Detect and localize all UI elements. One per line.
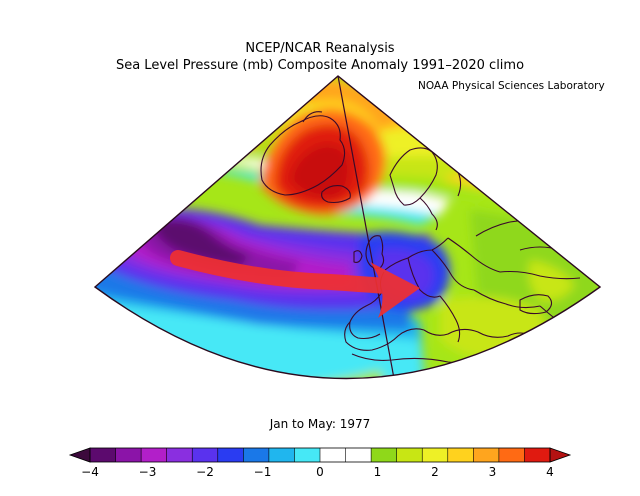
period-label: Jan to May: 1977 — [269, 417, 371, 431]
colorbar-tick-label: −4 — [81, 465, 99, 479]
anomaly-field — [95, 76, 600, 379]
colorbar-ticks: −4 −3 −2 −1 0 1 2 3 4 — [81, 465, 554, 479]
colorbar-high-extension — [549, 447, 572, 463]
map-frame — [93, 75, 602, 380]
credit-label: NOAA Physical Sciences Laboratory — [418, 80, 605, 92]
colorbar-tick-label: 1 — [374, 465, 382, 479]
colorbar: −4 −3 −2 −1 0 1 2 3 4 — [68, 447, 572, 479]
colorbar-tick-label: −1 — [254, 465, 272, 479]
colorbar-cell — [243, 448, 270, 462]
colorbar-tick-label: 2 — [431, 465, 439, 479]
colorbar-cell — [498, 448, 525, 462]
colorbar-tick-label: −3 — [139, 465, 157, 479]
colorbar-cell — [371, 448, 398, 462]
map-subtitle: Sea Level Pressure (mb) Composite Anomal… — [115, 58, 525, 73]
colorbar-cell — [217, 448, 244, 462]
colorbar-cell — [422, 448, 449, 462]
colorbar-low-extension — [68, 447, 91, 463]
colorbar-cell — [294, 448, 321, 462]
colorbar-cell — [447, 448, 474, 462]
colorbar-cell — [345, 448, 372, 462]
colorbar-tick-label: 4 — [546, 465, 554, 479]
colorbar-cell — [192, 448, 219, 462]
colorbar-cell — [396, 448, 423, 462]
colorbar-tick-label: −2 — [196, 465, 214, 479]
colorbar-cell — [115, 448, 142, 462]
colorbar-cell — [166, 448, 193, 462]
map-panel — [93, 75, 602, 380]
meridian-line — [337, 76, 399, 379]
storm-track-arrow — [170, 250, 420, 318]
colorbar-cell — [320, 448, 347, 462]
map-title: NCEP/NCAR Reanalysis — [245, 41, 395, 56]
colorbar-cell — [90, 448, 117, 462]
colorbar-tick-label: 3 — [489, 465, 497, 479]
colorbar-tick-label: 0 — [316, 465, 324, 479]
colorbar-cell — [473, 448, 500, 462]
colorbar-cell — [524, 448, 551, 462]
colorbar-cells — [68, 447, 572, 463]
colorbar-cell — [141, 448, 168, 462]
colorbar-cell — [268, 448, 295, 462]
